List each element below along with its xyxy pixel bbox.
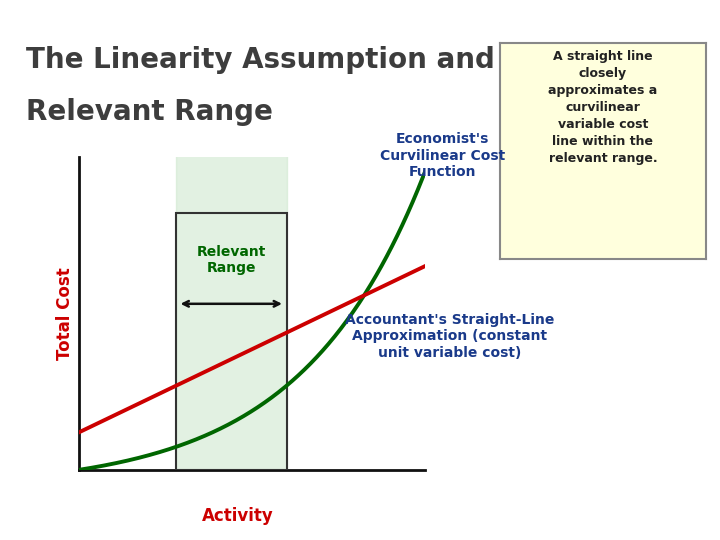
Y-axis label: Total Cost: Total Cost — [55, 267, 73, 360]
Text: The Linearity Assumption and the: The Linearity Assumption and the — [26, 46, 557, 74]
Text: Accountant's Straight-Line
Approximation (constant
unit variable cost): Accountant's Straight-Line Approximation… — [346, 313, 554, 360]
Text: Activity: Activity — [202, 507, 274, 525]
Text: 5-13: 5-13 — [13, 10, 44, 23]
Bar — [176, 213, 287, 470]
Text: Relevant Range: Relevant Range — [26, 98, 273, 126]
Text: Economist's
Curvilinear Cost
Function: Economist's Curvilinear Cost Function — [380, 132, 505, 179]
Text: A straight line
closely
approximates a
curvilinear
variable cost
line within the: A straight line closely approximates a c… — [549, 50, 657, 165]
Text: Relevant
Range: Relevant Range — [197, 245, 266, 275]
